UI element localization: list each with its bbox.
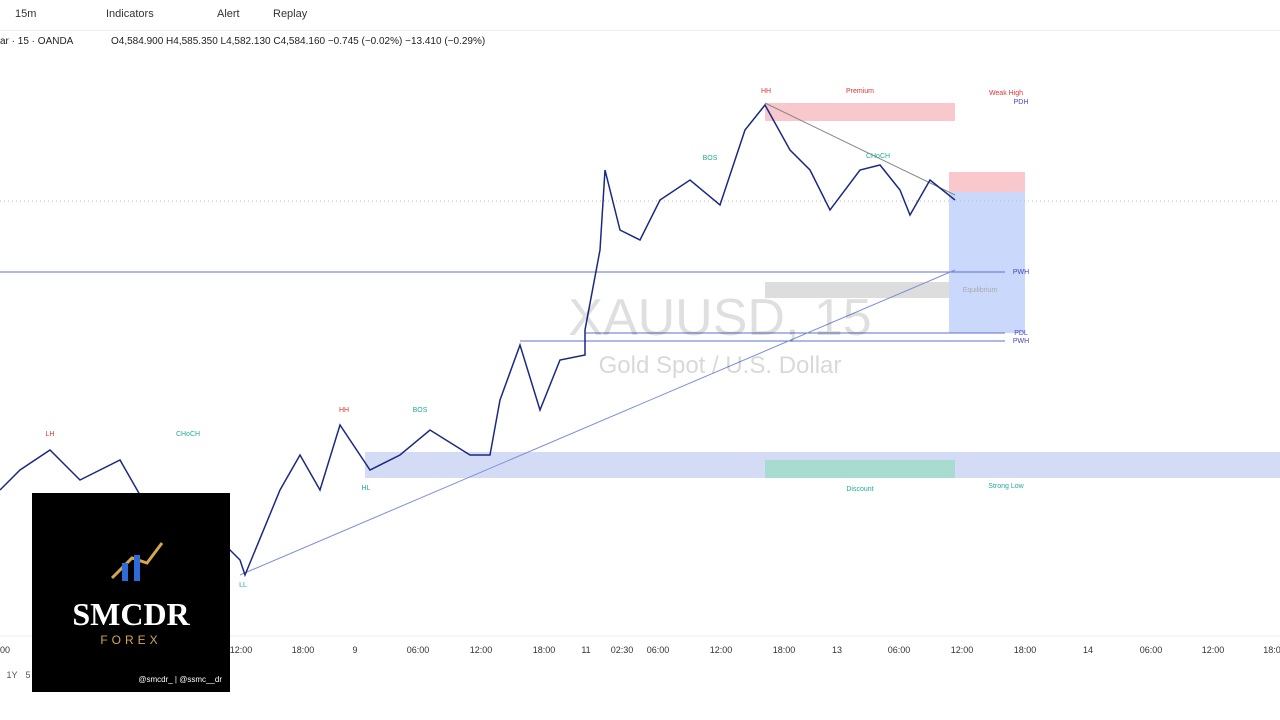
time-label: 12:00	[951, 645, 974, 655]
time-label: 00	[0, 645, 10, 655]
annotation: PWH	[1013, 269, 1029, 276]
annotation: Discount	[846, 486, 873, 493]
discount-zone	[765, 460, 955, 478]
time-label: 12:00	[230, 645, 253, 655]
annotation: HH	[339, 407, 349, 414]
time-label: 12:00	[710, 645, 733, 655]
time-label: 18:00	[533, 645, 556, 655]
time-label: 18:0	[1263, 645, 1280, 655]
watermark-symbol: XAUUSD, 15	[568, 289, 871, 347]
time-label: 14	[1083, 645, 1093, 655]
annotation: HL	[362, 485, 371, 492]
logo-handles: @smcdr_ | @ssmc__dr	[138, 675, 222, 684]
annotation: HH	[761, 88, 771, 95]
range-button: 5	[25, 670, 30, 680]
watermark-description: Gold Spot / U.S. Dollar	[599, 352, 842, 379]
time-label: 06:00	[407, 645, 430, 655]
replay[interactable]: Replay	[273, 8, 308, 20]
time-label: 18:00	[292, 645, 315, 655]
time-label: 11	[581, 645, 590, 655]
annotation: CHoCH	[176, 431, 200, 438]
logo: SMCDR FOREX @smcdr_ | @ssmc__dr	[32, 493, 230, 692]
time-label: 06:00	[888, 645, 911, 655]
price-path	[0, 103, 956, 578]
annotation: BOS	[413, 407, 428, 414]
time-label: 12:00	[1202, 645, 1225, 655]
annotation: LH	[46, 431, 55, 438]
time-label: 13	[832, 645, 842, 655]
symbol: ar · 15 · OANDA	[0, 36, 74, 47]
indicators[interactable]: Indicators	[106, 8, 154, 20]
annotation: Strong Low	[988, 483, 1024, 490]
annotation: PWH	[1013, 338, 1029, 345]
logo-sub: FOREX	[100, 633, 162, 647]
time-label: 06:00	[1140, 645, 1163, 655]
premium-zone	[765, 103, 955, 121]
time-label: 02:30	[611, 645, 634, 655]
interval[interactable]: 15m	[15, 8, 37, 20]
annotation: Premium	[846, 88, 874, 95]
stop-zone	[949, 172, 1025, 192]
logo-icon	[110, 542, 164, 581]
time-label: 18:00	[773, 645, 796, 655]
equilibrium-zone	[765, 282, 955, 298]
toolbar: 15m Indicators Alert Replay	[0, 0, 1280, 31]
ohlc: O4,584.900 H4,585.350 L4,582.130 C4,584.…	[111, 36, 486, 47]
trendline	[764, 102, 956, 196]
annotation: CHoCH	[866, 153, 890, 160]
annotation: PDH	[1014, 99, 1029, 106]
time-label: 12:00	[470, 645, 493, 655]
target-zone	[949, 192, 1025, 333]
annotation: PDL	[1014, 330, 1028, 337]
annotation: LL	[239, 582, 247, 589]
alert[interactable]: Alert	[217, 8, 240, 20]
annotation: Equilibrium	[963, 287, 998, 294]
time-label: 18:00	[1014, 645, 1037, 655]
annotation: Weak High	[989, 90, 1023, 97]
time-label: 06:00	[647, 645, 670, 655]
annotation: BOS	[703, 155, 718, 162]
range-button: 1Y	[6, 670, 17, 680]
trendline	[239, 269, 956, 576]
time-label: 9	[352, 645, 357, 655]
logo-name: SMCDR	[72, 596, 190, 632]
